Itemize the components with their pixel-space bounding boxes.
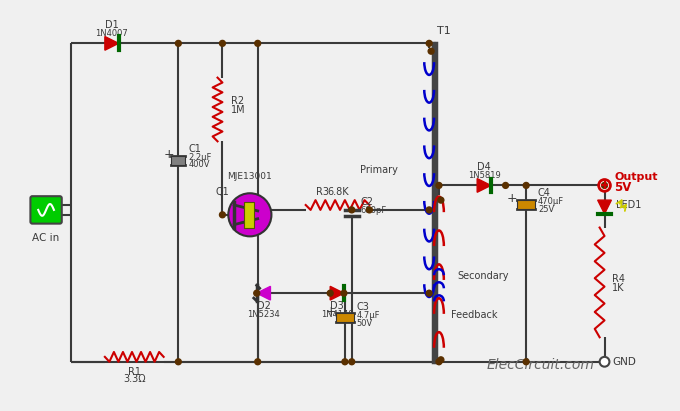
Circle shape: [523, 359, 529, 365]
Text: C3: C3: [356, 302, 369, 312]
Circle shape: [254, 290, 260, 296]
Circle shape: [342, 359, 348, 365]
Circle shape: [426, 207, 432, 213]
Text: Primary: Primary: [360, 165, 398, 175]
Circle shape: [220, 40, 225, 46]
FancyBboxPatch shape: [31, 196, 62, 224]
Text: 1N4007: 1N4007: [95, 28, 128, 37]
Text: C2: C2: [360, 197, 373, 207]
Text: 1K: 1K: [613, 283, 625, 293]
Text: 470μF: 470μF: [538, 197, 564, 206]
Text: ElecCircuit.com: ElecCircuit.com: [487, 358, 595, 372]
Circle shape: [175, 359, 182, 365]
Text: R1: R1: [128, 367, 141, 376]
Polygon shape: [257, 286, 271, 300]
Circle shape: [228, 193, 271, 236]
Text: 400V: 400V: [188, 160, 209, 169]
Text: 1N4148: 1N4148: [321, 310, 354, 319]
Polygon shape: [477, 178, 491, 192]
Bar: [244, 202, 254, 228]
Text: GND: GND: [613, 357, 636, 367]
Circle shape: [255, 40, 260, 46]
Text: Secondary: Secondary: [458, 272, 509, 282]
Circle shape: [598, 180, 611, 191]
Circle shape: [602, 182, 607, 188]
Text: +: +: [507, 192, 517, 205]
Circle shape: [438, 197, 444, 203]
Text: 2.2μF: 2.2μF: [188, 153, 211, 162]
Circle shape: [436, 182, 442, 188]
Text: C1: C1: [188, 144, 201, 154]
Circle shape: [602, 359, 607, 365]
Text: R3: R3: [316, 187, 328, 197]
Text: R4: R4: [613, 275, 626, 284]
Circle shape: [349, 359, 355, 365]
Text: 25V: 25V: [538, 205, 554, 214]
Circle shape: [438, 357, 444, 363]
Text: 50V: 50V: [356, 319, 373, 328]
Circle shape: [600, 357, 609, 367]
Circle shape: [436, 359, 442, 365]
Circle shape: [428, 48, 434, 54]
Text: Q1: Q1: [216, 187, 229, 197]
Text: LED1: LED1: [616, 200, 642, 210]
Text: D2: D2: [256, 301, 271, 311]
Text: 680pF: 680pF: [360, 206, 387, 215]
Text: D3: D3: [330, 301, 344, 311]
Text: 1M: 1M: [231, 105, 246, 115]
Text: 1N5819: 1N5819: [468, 171, 500, 180]
Text: 1N5234: 1N5234: [248, 310, 280, 319]
Circle shape: [349, 207, 355, 213]
Text: T1: T1: [437, 25, 451, 36]
Polygon shape: [598, 200, 611, 214]
Circle shape: [220, 212, 225, 218]
Text: D4: D4: [477, 162, 491, 172]
Text: +: +: [326, 305, 337, 318]
Polygon shape: [105, 37, 118, 50]
Circle shape: [367, 207, 373, 213]
Circle shape: [523, 182, 529, 188]
Circle shape: [175, 40, 182, 46]
Text: 3.3Ω: 3.3Ω: [123, 374, 146, 384]
Text: D1: D1: [105, 20, 118, 30]
Bar: [517, 200, 535, 209]
Bar: [336, 313, 354, 321]
Circle shape: [426, 40, 432, 46]
Text: MJE13001: MJE13001: [228, 171, 272, 180]
Text: 6.8K: 6.8K: [327, 187, 349, 197]
Circle shape: [255, 359, 260, 365]
Circle shape: [341, 290, 347, 296]
Text: C4: C4: [538, 188, 551, 198]
Polygon shape: [330, 286, 344, 300]
Text: +: +: [163, 148, 174, 161]
Circle shape: [327, 290, 333, 296]
Circle shape: [426, 290, 432, 296]
Circle shape: [503, 182, 509, 188]
Text: AC in: AC in: [33, 233, 60, 243]
Text: 5V: 5V: [614, 181, 632, 194]
Text: 4.7μF: 4.7μF: [356, 311, 380, 320]
Text: Feedback: Feedback: [451, 309, 497, 320]
Text: R2: R2: [231, 96, 244, 106]
Text: Output: Output: [614, 171, 658, 182]
Bar: [171, 156, 185, 165]
